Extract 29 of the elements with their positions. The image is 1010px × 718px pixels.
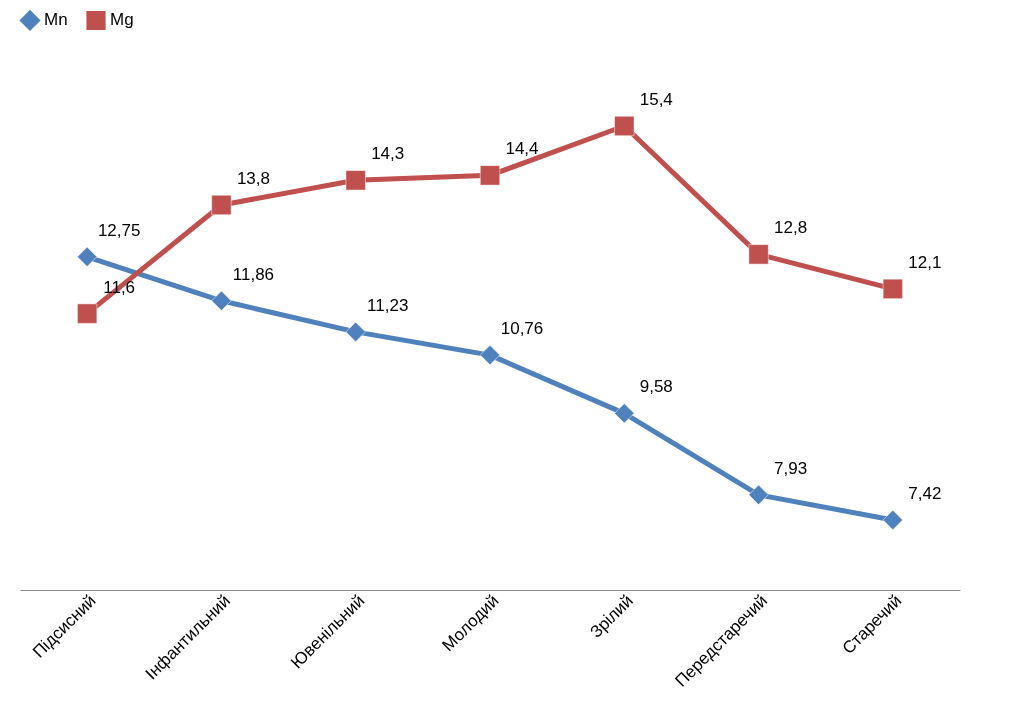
- point: [77, 246, 98, 267]
- legend-label: Mn: [44, 10, 68, 30]
- point: [211, 290, 232, 311]
- data-label: 13,8: [236, 169, 270, 188]
- point: [748, 484, 769, 505]
- point: [77, 303, 98, 324]
- point: [614, 116, 635, 136]
- data-label: 15,4: [639, 90, 673, 109]
- point: [882, 278, 903, 299]
- data-label: 12,1: [908, 252, 942, 272]
- point: [345, 321, 366, 342]
- point: [211, 195, 232, 215]
- data-label: 12,8: [774, 218, 808, 238]
- data-label: 14,3: [371, 144, 405, 164]
- data-label: 9,58: [639, 377, 673, 397]
- legend-label: Mg: [110, 10, 134, 30]
- data-label: 11,23: [367, 295, 409, 315]
- point: [345, 170, 366, 191]
- data-label: 7,93: [774, 458, 808, 478]
- data-label: 14,4: [505, 139, 539, 159]
- data-label: 7,42: [908, 484, 942, 503]
- data-label: 12,75: [97, 220, 141, 240]
- point: [748, 244, 769, 265]
- data-label: 10,76: [500, 319, 544, 339]
- point: [882, 510, 903, 530]
- point: [480, 345, 500, 366]
- point: [614, 403, 635, 424]
- point: [480, 165, 500, 186]
- data-label: 11,86: [232, 264, 275, 284]
